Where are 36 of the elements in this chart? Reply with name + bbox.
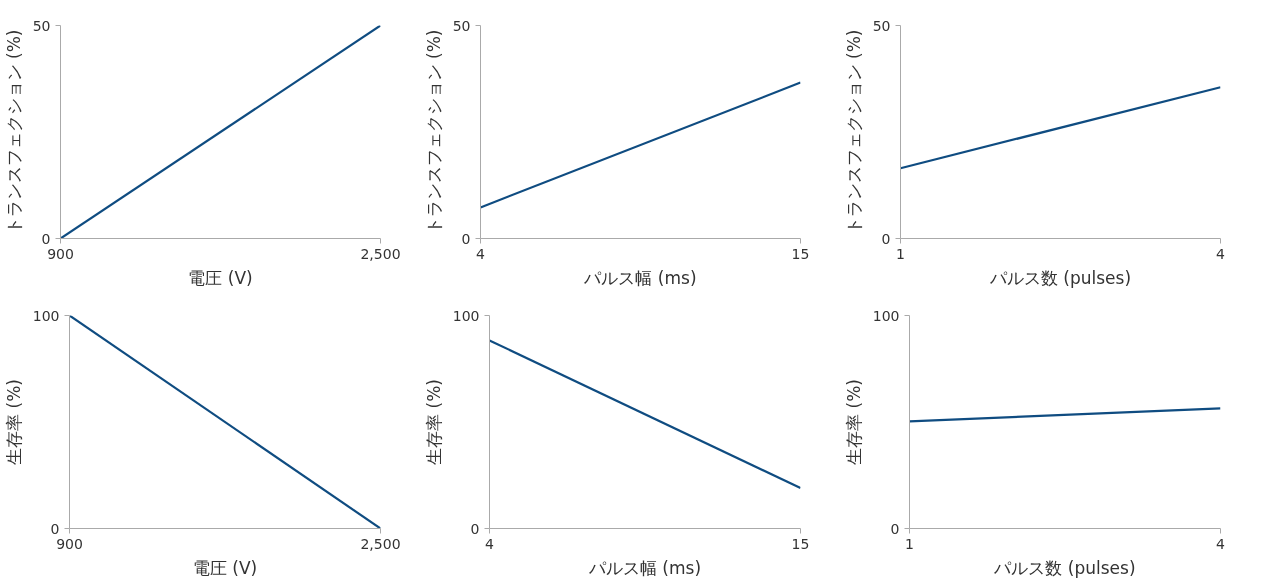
x-tick-label: 15 [791,245,810,262]
y-axis-title: トランスフェクション (%) [3,29,24,235]
x-tick-label: 4 [1216,245,1226,262]
x-tick-label: 2,500 [360,535,401,552]
x-axis-title: 電圧 (V) [188,267,253,288]
y-tick-label: 0 [881,230,891,247]
y-axis-title: トランスフェクション (%) [843,29,864,235]
x-tick-label: 1 [905,535,914,552]
y-tick-label: 0 [41,230,51,247]
x-axis-title: パルス数 (pulses) [988,267,1132,288]
x-axis-title: パルス数 (pulses) [993,557,1136,578]
x-tick-label: 900 [56,535,83,552]
y-tick-label: 0 [890,520,900,537]
x-axis-title: パルス幅 (ms) [583,267,697,288]
x-axis-title: パルス幅 (ms) [587,557,702,578]
y-axis-title: 生存率 (%) [423,379,444,465]
x-tick-label: 1 [896,245,905,262]
y-axis-title: 生存率 (%) [3,379,24,465]
y-tick-label: 0 [50,520,60,537]
x-tick-label: 4 [1216,535,1226,552]
x-axis-title: 電圧 (V) [192,557,258,578]
x-tick-label: 4 [485,535,495,552]
x-tick-label: 900 [47,245,74,262]
y-axis-title: トランスフェクション (%) [423,29,444,235]
y-tick-label: 50 [452,17,471,34]
y-axis-title: 生存率 (%) [843,379,864,465]
y-tick-label: 0 [470,520,480,537]
y-tick-label: 100 [32,307,60,324]
x-tick-label: 2,500 [360,245,401,262]
y-tick-label: 100 [872,307,900,324]
x-tick-label: 4 [476,245,486,262]
y-tick-label: 50 [872,17,891,34]
y-tick-label: 50 [32,17,51,34]
y-tick-label: 0 [461,230,471,247]
y-tick-label: 100 [452,307,480,324]
x-tick-label: 15 [791,535,810,552]
